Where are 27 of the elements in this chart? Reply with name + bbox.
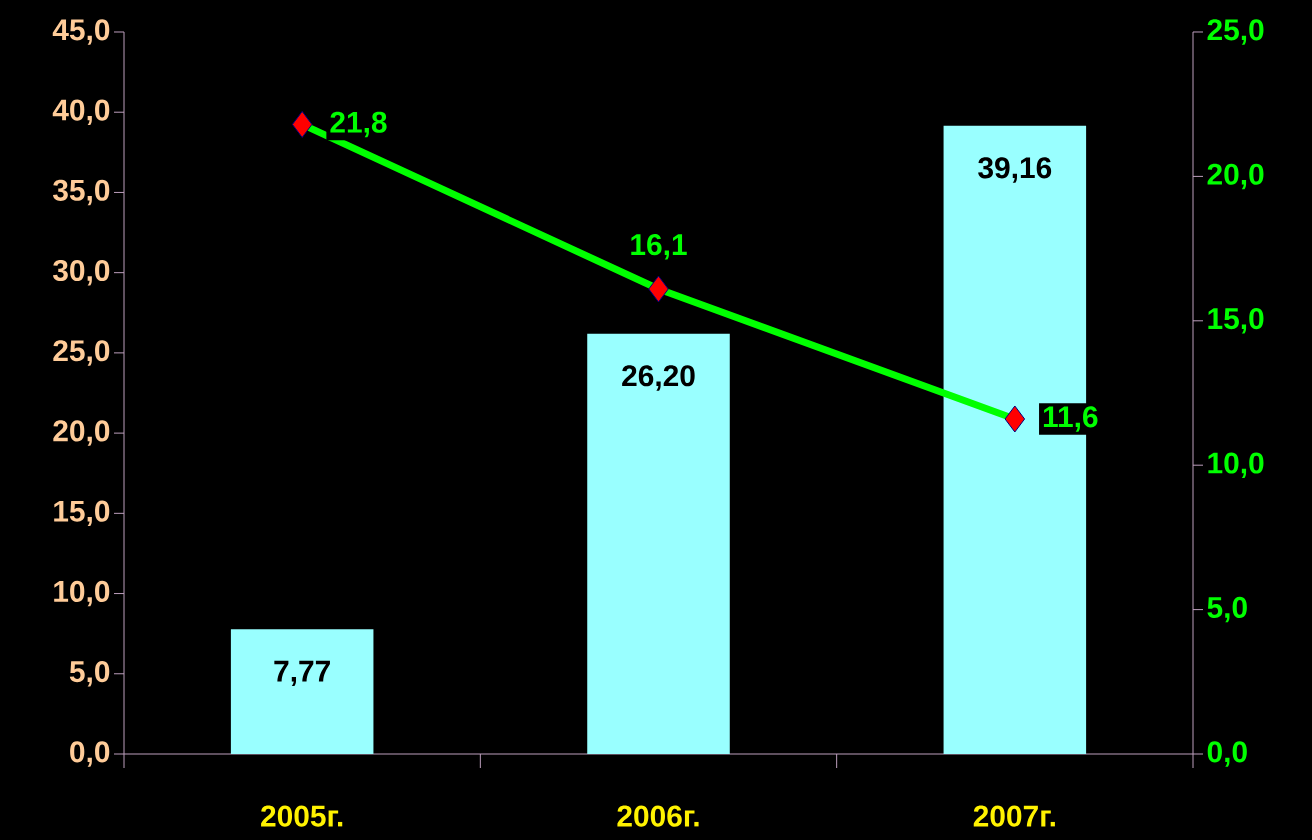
y-tick-label: 40,0 bbox=[52, 99, 110, 125]
y2-tick-label: 5,0 bbox=[1207, 596, 1247, 623]
data-label: 16,1 bbox=[631, 234, 687, 260]
data-label: 11,6 bbox=[1043, 406, 1098, 432]
y-tick-label: 30,0 bbox=[53, 259, 110, 286]
y-tick-label: 35,0 bbox=[53, 179, 110, 206]
data-label: 39,16 bbox=[978, 157, 1052, 183]
y-tick-label: 0,0 bbox=[70, 741, 110, 767]
y-tick-label: 25,0 bbox=[53, 340, 110, 366]
y-tick-label: 15,0 bbox=[54, 500, 110, 527]
y-tick-label: 45,0 bbox=[52, 19, 110, 45]
y-tick-label: 20,0 bbox=[53, 420, 110, 446]
x-tick-label: 2005г. bbox=[261, 805, 343, 827]
y-tick-label: 10,0 bbox=[54, 580, 110, 607]
y2-tick-label: 10,0 bbox=[1208, 452, 1264, 478]
bar bbox=[230, 629, 374, 754]
bar bbox=[587, 333, 730, 754]
x-tick-label: 2006г. bbox=[617, 805, 699, 827]
y2-tick-label: 25,0 bbox=[1207, 19, 1264, 45]
data-label: 26,20 bbox=[622, 365, 695, 391]
y2-tick-label: 20,0 bbox=[1207, 163, 1264, 190]
y-tick-label: 5,0 bbox=[69, 661, 110, 687]
data-label: 7,77 bbox=[274, 660, 330, 687]
y2-tick-label: 15,0 bbox=[1208, 308, 1264, 334]
data-label: 21,8 bbox=[330, 111, 387, 138]
x-tick-label: 2007г. bbox=[973, 805, 1055, 827]
y2-tick-label: 0,0 bbox=[1207, 741, 1247, 767]
